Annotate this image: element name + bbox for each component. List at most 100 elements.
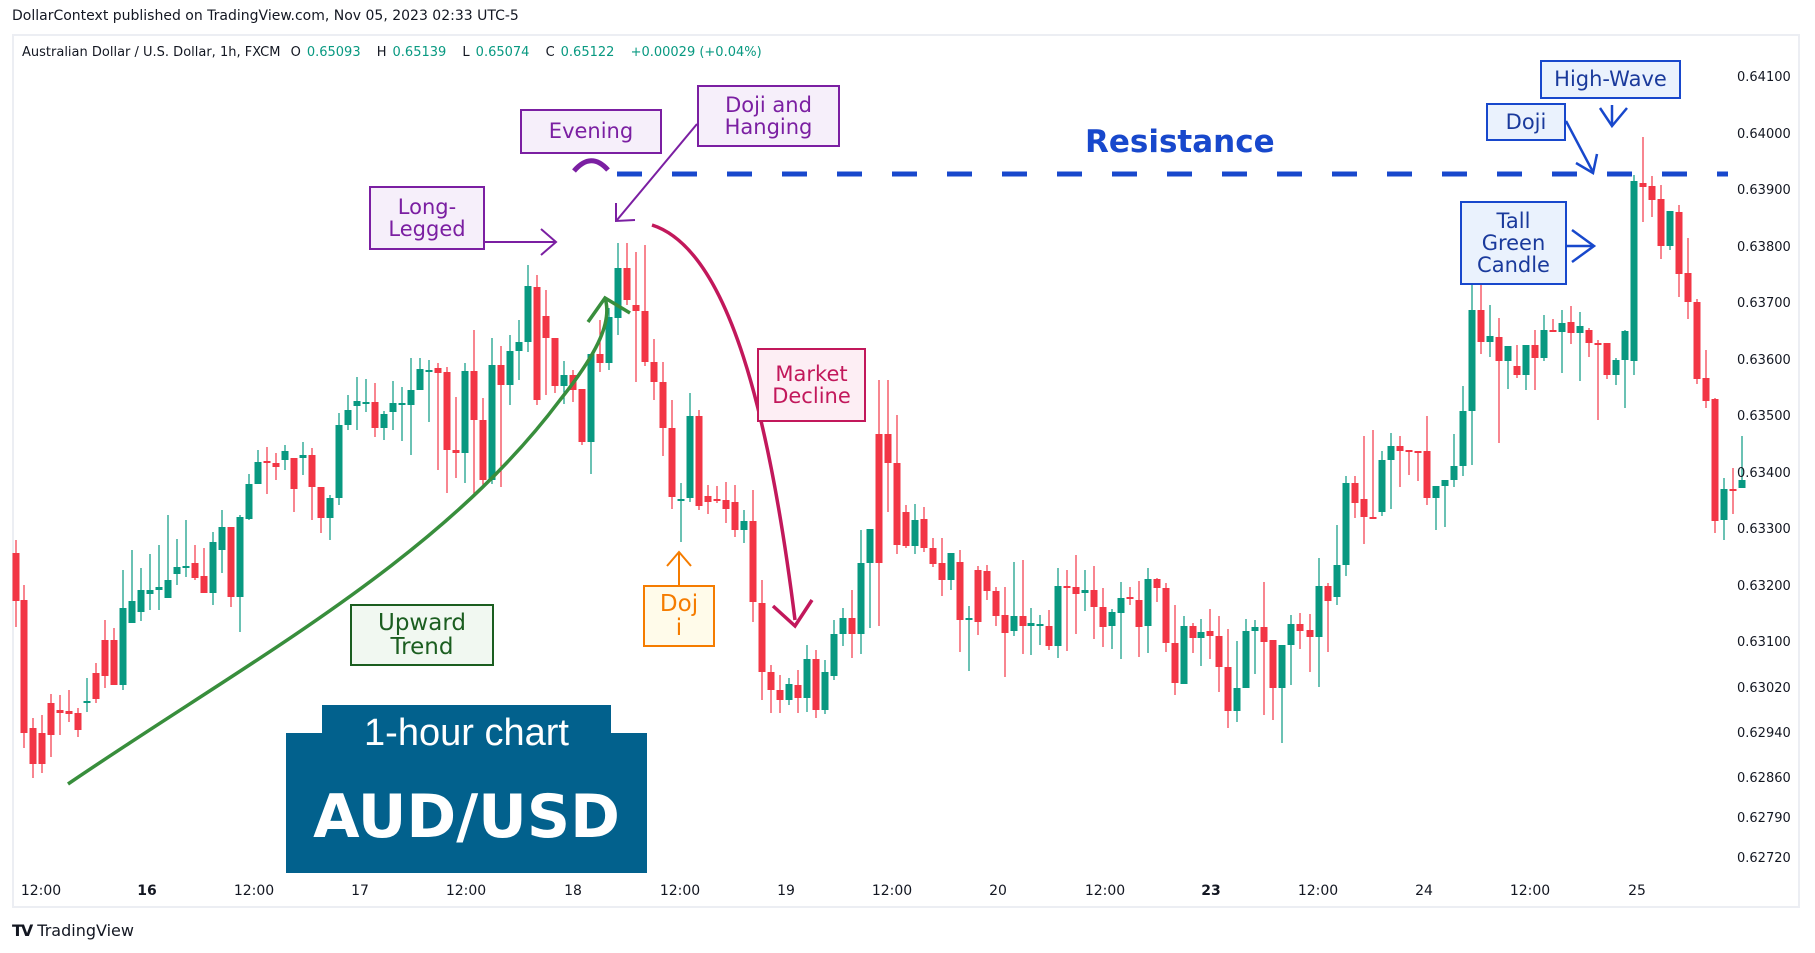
candle-body <box>191 563 199 578</box>
ohlc-high: H 0.65139 <box>376 45 447 60</box>
candle-body <box>1333 565 1341 597</box>
candle-body <box>1549 330 1557 332</box>
candle-body <box>875 434 883 563</box>
candle-body <box>1360 499 1368 517</box>
candle-body <box>1513 366 1521 375</box>
x-tick: 24 <box>1415 883 1433 899</box>
upward-trend-arrow <box>67 297 609 786</box>
y-tick: 0.63200 <box>1737 579 1791 594</box>
candle-body <box>1063 586 1071 588</box>
candle-body <box>533 287 541 400</box>
candle-body <box>47 703 55 735</box>
y-tick: 0.62940 <box>1737 726 1791 741</box>
candle-body <box>695 416 703 506</box>
candle-body <box>1648 186 1656 200</box>
annotation-doji-orange: Doj i <box>643 585 715 647</box>
candle-body <box>938 563 946 580</box>
candle-body <box>1224 667 1232 711</box>
candle-body <box>434 368 442 373</box>
market-decline-arrow <box>651 223 797 621</box>
candle-body <box>137 590 145 612</box>
candle-body <box>1612 360 1620 375</box>
annotation-long-legged: Long- Legged <box>369 186 485 250</box>
candle-body <box>1287 624 1295 645</box>
candle-body <box>1693 302 1701 379</box>
candle-body <box>1135 600 1143 627</box>
candle-body <box>1010 616 1018 631</box>
candle-body <box>488 365 496 480</box>
candle-body <box>1441 480 1449 486</box>
x-tick: 12:00 <box>445 883 487 899</box>
candle-body <box>380 414 388 428</box>
candle-body <box>524 286 532 342</box>
y-tick: 0.62860 <box>1737 771 1791 786</box>
candle-body <box>1036 624 1044 626</box>
candle-body <box>362 402 370 404</box>
candle-body <box>767 672 775 690</box>
candle-body <box>1711 399 1719 521</box>
candle-body <box>1666 211 1674 246</box>
candle-body <box>1171 643 1179 683</box>
annotation-evening: Evening <box>520 109 662 154</box>
candle-body <box>1405 450 1413 452</box>
candle-body <box>587 354 595 442</box>
candle-body <box>1099 607 1107 627</box>
y-tick: 0.63020 <box>1737 681 1791 696</box>
candle-body <box>596 354 604 363</box>
candle-body <box>1477 310 1485 342</box>
candle-body <box>1342 483 1350 565</box>
candle-body <box>1540 330 1548 358</box>
candle-body <box>920 519 928 548</box>
candle-body <box>263 461 271 463</box>
candle-body <box>758 603 766 672</box>
tradingview-logo-icon: TV <box>12 921 33 940</box>
candle-body <box>560 375 568 386</box>
candle-body <box>749 521 757 602</box>
candle-body <box>1090 590 1098 607</box>
candle-body <box>1423 451 1431 498</box>
ohlc-change: +0.00029 (+0.04%) <box>630 45 762 60</box>
candle-body <box>65 711 73 714</box>
candle-body <box>956 562 964 620</box>
candle-body <box>857 563 865 634</box>
candle-body <box>1432 486 1440 498</box>
candle-body <box>1486 336 1494 342</box>
candle-body <box>1001 615 1009 633</box>
candle-body <box>1504 346 1512 361</box>
candle-body <box>1081 590 1089 593</box>
candle-body <box>1278 645 1286 688</box>
candle-body <box>1639 183 1647 187</box>
x-tick: 19 <box>777 883 795 899</box>
candle-body <box>344 410 352 425</box>
candle-body <box>497 365 505 385</box>
candle-body <box>245 484 253 519</box>
candle-body <box>281 451 289 460</box>
candle-body <box>83 701 91 703</box>
candle-body <box>92 673 100 699</box>
ohlc-open: O 0.65093 <box>290 45 361 60</box>
candle-body <box>1603 343 1611 375</box>
candle-body <box>1720 489 1728 520</box>
candle-body <box>74 713 82 730</box>
candle-body <box>1215 636 1223 667</box>
candle-body <box>128 601 136 623</box>
candle-body <box>1351 483 1359 503</box>
candle-body <box>785 684 793 700</box>
candle-body <box>218 527 226 550</box>
candle-body <box>821 672 829 710</box>
candle-body <box>1378 460 1386 512</box>
y-tick: 0.63700 <box>1737 296 1791 311</box>
symbol-legend: Australian Dollar / U.S. Dollar, 1h, FXC… <box>22 45 768 60</box>
candle-body <box>542 316 550 338</box>
candle-body <box>1306 630 1314 637</box>
candle-body <box>200 576 208 593</box>
x-tick: 20 <box>989 883 1007 899</box>
candle-body <box>578 389 586 442</box>
x-tick: 12:00 <box>659 883 701 899</box>
footer-branding[interactable]: TV TradingView <box>12 921 134 940</box>
candle-body <box>254 462 262 484</box>
badge-pair: AUD/USD <box>313 782 620 852</box>
candle-body <box>101 640 109 676</box>
candle-body <box>38 733 46 764</box>
